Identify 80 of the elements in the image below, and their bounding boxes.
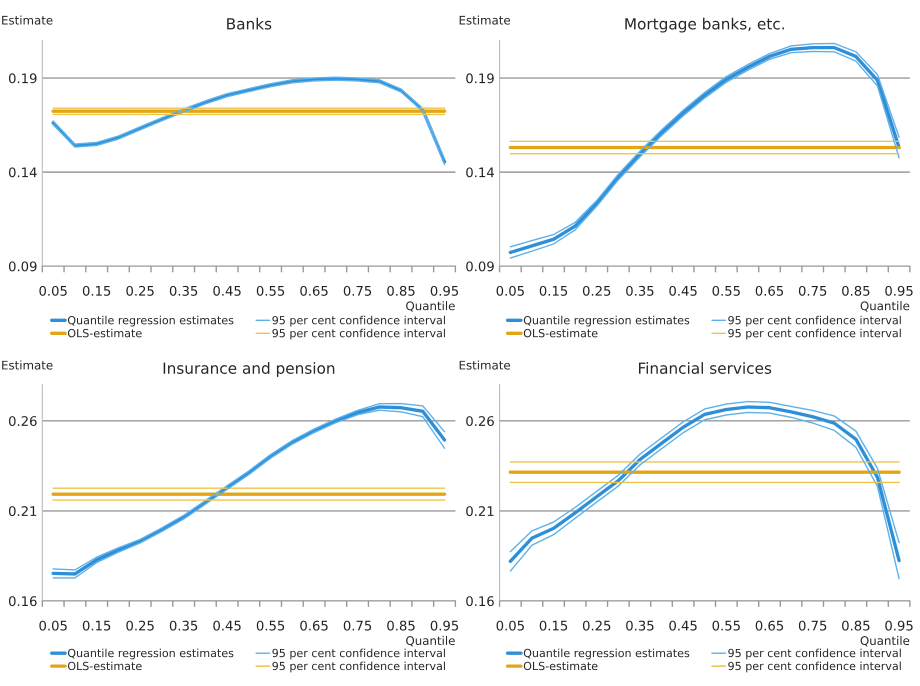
x-tick-label: 0.05 [496, 620, 524, 631]
x-tick-label: 0.95 [885, 620, 913, 631]
legend-label: 95 per cent confidence interval [728, 662, 901, 672]
legend-label: OLS-estimate [524, 328, 598, 338]
x-tick-label: 0.55 [712, 286, 740, 296]
x-tick-label: 0.55 [256, 286, 284, 296]
x-axis-title: Quantile [406, 301, 455, 312]
chart-title: Financial services [638, 362, 772, 374]
x-tick-label: 0.05 [496, 286, 524, 296]
x-tick-label: 0.75 [344, 620, 372, 631]
x-tick-label: 0.55 [256, 620, 284, 631]
y-axis-title: Estimate [460, 16, 510, 25]
y-axis-title: Estimate [2, 360, 53, 370]
y-tick-label: 0.21 [8, 506, 36, 516]
y-tick-label: 0.26 [8, 416, 37, 426]
y-tick-label: 0.16 [8, 596, 37, 606]
x-tick-label: 0.35 [626, 286, 654, 296]
x-tick-label: 0.45 [669, 620, 697, 631]
legend-label: OLS-estimate [524, 662, 598, 670]
chart-title: Mortgage banks, etc. [625, 18, 784, 33]
x-tick-label: 0.25 [126, 620, 154, 631]
x-tick-label: 0.95 [430, 620, 458, 631]
x-tick-label: 0.85 [387, 286, 415, 296]
legend-label: 95 per cent confidence interval [728, 648, 901, 660]
legend-label: 95 per cent confidence interval [728, 328, 901, 340]
legend-label: Quantile regression estimates [524, 648, 690, 660]
x-tick-label: 0.95 [885, 286, 913, 296]
x-tick-label: 0.65 [300, 286, 328, 296]
legend-label: 95 per cent confidence interval [272, 648, 445, 660]
x-tick-label: 0.75 [798, 286, 826, 296]
x-tick-label: 0.35 [170, 286, 198, 296]
x-tick-label: 0.85 [387, 620, 415, 631]
y-axis-title: Estimate [460, 360, 510, 370]
x-tick-label: 0.05 [39, 620, 67, 631]
x-tick-label: 0.65 [300, 620, 328, 631]
x-tick-label: 0.45 [213, 620, 241, 631]
x-tick-label: 0.45 [669, 286, 697, 296]
x-tick-label: 0.75 [344, 286, 372, 296]
y-tick-label: 0.26 [466, 416, 494, 426]
legend-label: Quantile regression estimates [68, 648, 234, 660]
y-tick-label: 0.14 [466, 167, 494, 178]
x-axis-title: Quantile [860, 636, 910, 646]
legend-label: 95 per cent confidence interval [728, 316, 901, 327]
x-tick-label: 0.25 [126, 286, 154, 296]
y-tick-label: 0.09 [8, 261, 37, 272]
y-axis-title: Estimate [2, 16, 53, 25]
x-tick-label: 0.25 [582, 620, 610, 631]
legend-label: 95 per cent confidence interval [272, 316, 445, 327]
x-tick-label: 0.95 [430, 286, 458, 296]
legend-label: 95 per cent confidence interval [272, 328, 445, 340]
y-tick-label: 0.19 [466, 73, 494, 84]
chart-title: Insurance and pension [164, 362, 334, 377]
x-tick-label: 0.55 [712, 620, 740, 631]
x-axis-title: Quantile [860, 301, 910, 312]
chart-title: Banks [227, 18, 272, 30]
x-tick-label: 0.15 [82, 286, 110, 296]
y-tick-label: 0.19 [8, 73, 37, 84]
x-tick-label: 0.35 [626, 620, 654, 631]
legend-label: Quantile regression estimates [524, 316, 690, 327]
x-tick-label: 0.85 [842, 286, 870, 296]
x-tick-label: 0.65 [756, 620, 784, 631]
x-tick-label: 0.45 [213, 286, 241, 296]
y-tick-label: 0.21 [466, 506, 494, 516]
legend-label: Quantile regression estimates [68, 316, 234, 327]
x-tick-label: 0.85 [842, 620, 870, 631]
x-tick-label: 0.05 [39, 286, 67, 296]
x-tick-label: 0.15 [82, 620, 110, 631]
legend-label: OLS-estimate [68, 328, 142, 338]
y-tick-label: 0.14 [8, 167, 37, 178]
legend-label: OLS-estimate [68, 662, 142, 670]
x-tick-label: 0.75 [798, 620, 826, 631]
x-tick-label: 0.35 [170, 620, 198, 631]
legend-label: 95 per cent confidence interval [272, 662, 445, 672]
x-tick-label: 0.65 [756, 286, 784, 296]
x-tick-label: 0.15 [540, 286, 568, 296]
x-tick-label: 0.25 [582, 286, 610, 296]
x-tick-label: 0.15 [540, 620, 568, 631]
y-tick-label: 0.09 [466, 261, 494, 272]
x-axis-title: Quantile [406, 636, 455, 646]
y-tick-label: 0.16 [466, 596, 494, 606]
